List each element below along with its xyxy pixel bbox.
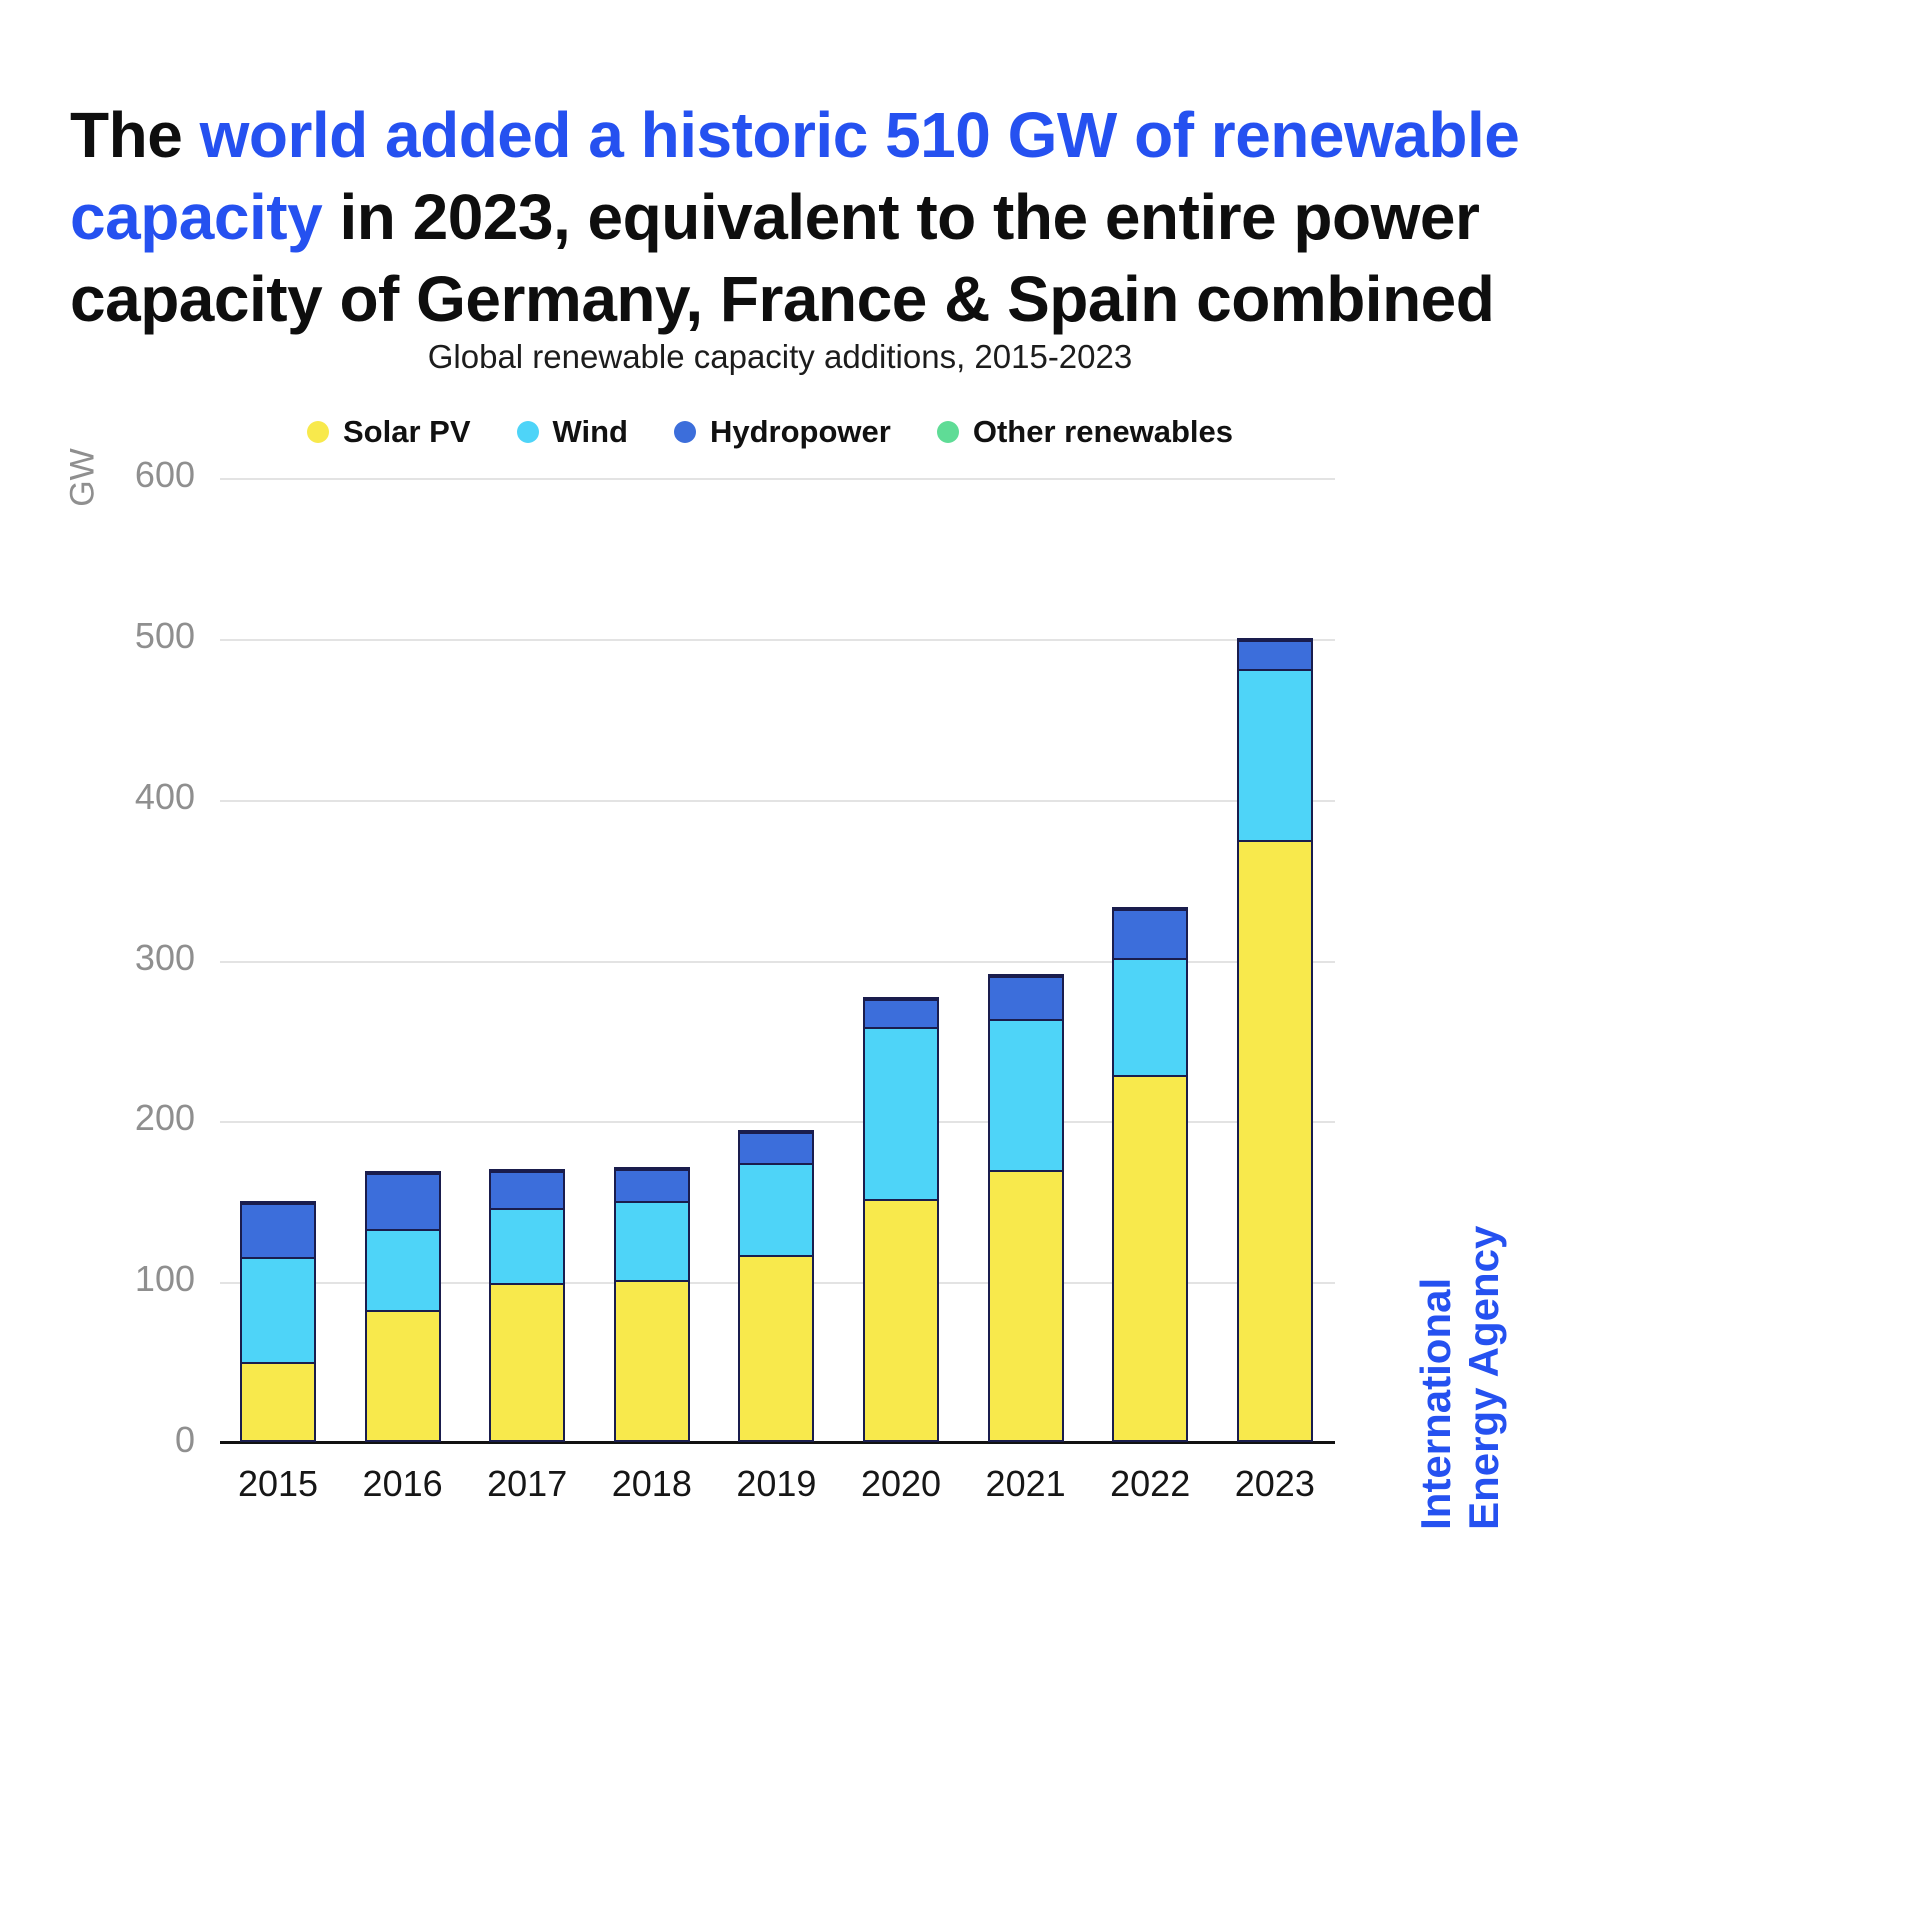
- iea-branding: International Energy Agency: [1412, 1190, 1508, 1530]
- bar-segment-wind-2022: [1112, 958, 1189, 1078]
- x-tick-label-2021: 2021: [985, 1463, 1066, 1504]
- x-tick-label-2019: 2019: [736, 1463, 817, 1504]
- bar-2018: [613, 1167, 690, 1442]
- chart-plot-area: 0 100 200 300 400 500 600 2015 2016 2017 2018 2019 2…: [135, 454, 1335, 1504]
- y-tick-label-300: 300: [134, 936, 195, 978]
- y-tick-label-600: 600: [134, 454, 195, 495]
- y-tick-label-400: 400: [134, 775, 195, 817]
- x-tick-label-2022: 2022: [1110, 1463, 1191, 1504]
- bar-segment-hydropower-2022: [1112, 908, 1189, 961]
- gridline-300: [220, 960, 1335, 963]
- legend-label-hydropower: Hydropower: [709, 414, 891, 449]
- x-tick-label-2020: 2020: [860, 1463, 942, 1504]
- gridline-200: [220, 1121, 1335, 1124]
- chart-subtitle: Global renewable capacity additions, 201…: [427, 338, 1133, 375]
- bar-2019: [738, 1130, 815, 1442]
- page-title: The world added a historic 510 GW of ren…: [70, 95, 1520, 341]
- legend: Solar PV Wind Hydropower Other renewables: [200, 414, 1340, 450]
- legend-item-other-renewables: Other renewables: [936, 414, 1233, 450]
- bar-segment-hydropower-2021: [987, 976, 1064, 1022]
- bar-segment-hydropower-2016: [364, 1172, 441, 1231]
- bar-segment-solar-pv-2023: [1236, 840, 1313, 1442]
- legend-item-wind: Wind: [516, 414, 628, 450]
- bar-segment-solar-pv-2022: [1112, 1075, 1189, 1442]
- y-tick-label-0: 0: [174, 1419, 195, 1460]
- y-tick-label-200: 200: [134, 1097, 195, 1139]
- title-part-1: The: [70, 98, 200, 171]
- bar-2015: [240, 1201, 316, 1442]
- bar-segment-wind-2016: [364, 1228, 441, 1313]
- x-tick-label-2017: 2017: [487, 1463, 568, 1504]
- bar-segment-hydropower-2023: [1236, 640, 1313, 671]
- bar-segment-hydropower-2019: [738, 1132, 815, 1165]
- bar-segment-hydropower-2015: [240, 1203, 316, 1260]
- y-tick-label-500: 500: [134, 614, 195, 656]
- iea-branding-line2: Energy Agency: [1460, 1225, 1507, 1530]
- bar-2020: [863, 996, 939, 1442]
- bar-2021: [987, 974, 1064, 1442]
- bar-segment-solar-pv-2017: [489, 1282, 566, 1442]
- bar-segment-solar-pv-2016: [364, 1310, 441, 1442]
- x-tick-label-2016: 2016: [362, 1463, 443, 1504]
- bar-segment-solar-pv-2015: [240, 1361, 316, 1442]
- legend-dot-hydropower: [673, 421, 696, 443]
- bar-segment-hydropower-2017: [489, 1171, 566, 1210]
- bar-2017: [489, 1169, 566, 1442]
- bar-segment-wind-2021: [987, 1019, 1064, 1173]
- legend-label-other-renewables: Other renewables: [972, 414, 1233, 449]
- bar-segment-wind-2017: [489, 1207, 566, 1285]
- bar-segment-solar-pv-2018: [613, 1279, 690, 1442]
- legend-dot-wind: [516, 421, 539, 443]
- gridline-500: [220, 638, 1335, 641]
- iea-branding-line1: International: [1412, 1277, 1460, 1530]
- bar-2023: [1236, 638, 1313, 1442]
- x-tick-label-2015: 2015: [237, 1463, 319, 1504]
- bar-segment-wind-2023: [1236, 668, 1313, 843]
- legend-dot-other-renewables: [936, 421, 959, 443]
- x-tick-label-2018: 2018: [611, 1463, 692, 1504]
- x-tick-label-2023: 2023: [1234, 1463, 1315, 1504]
- bar-segment-hydropower-2018: [613, 1169, 690, 1204]
- bar-segment-wind-2018: [613, 1201, 690, 1282]
- y-tick-label-100: 100: [134, 1258, 195, 1300]
- legend-item-solar-pv: Solar PV: [307, 414, 471, 450]
- gridline-600: [220, 478, 1335, 480]
- bar-segment-hydropower-2020: [863, 998, 939, 1030]
- title-highlight: world added a historic 510 GW of renewab…: [70, 98, 1520, 253]
- bar-2016: [364, 1170, 441, 1442]
- bar-segment-wind-2020: [863, 1027, 939, 1202]
- legend-dot-solar-pv: [307, 421, 329, 443]
- bar-segment-wind-2019: [738, 1162, 815, 1258]
- title-part-2: in 2023, equivalent to the entire power …: [70, 180, 1495, 335]
- bar-segment-solar-pv-2021: [987, 1170, 1064, 1442]
- bar-segment-solar-pv-2020: [863, 1199, 939, 1442]
- gridline-400: [220, 799, 1335, 802]
- bar-segment-wind-2015: [240, 1257, 316, 1364]
- legend-label-wind: Wind: [552, 414, 628, 449]
- legend-item-hydropower: Hydropower: [673, 414, 891, 450]
- bar-2022: [1112, 906, 1189, 1442]
- legend-label-solar-pv: Solar PV: [343, 414, 471, 449]
- x-axis-baseline: [220, 1441, 1335, 1444]
- bar-segment-solar-pv-2019: [738, 1255, 815, 1442]
